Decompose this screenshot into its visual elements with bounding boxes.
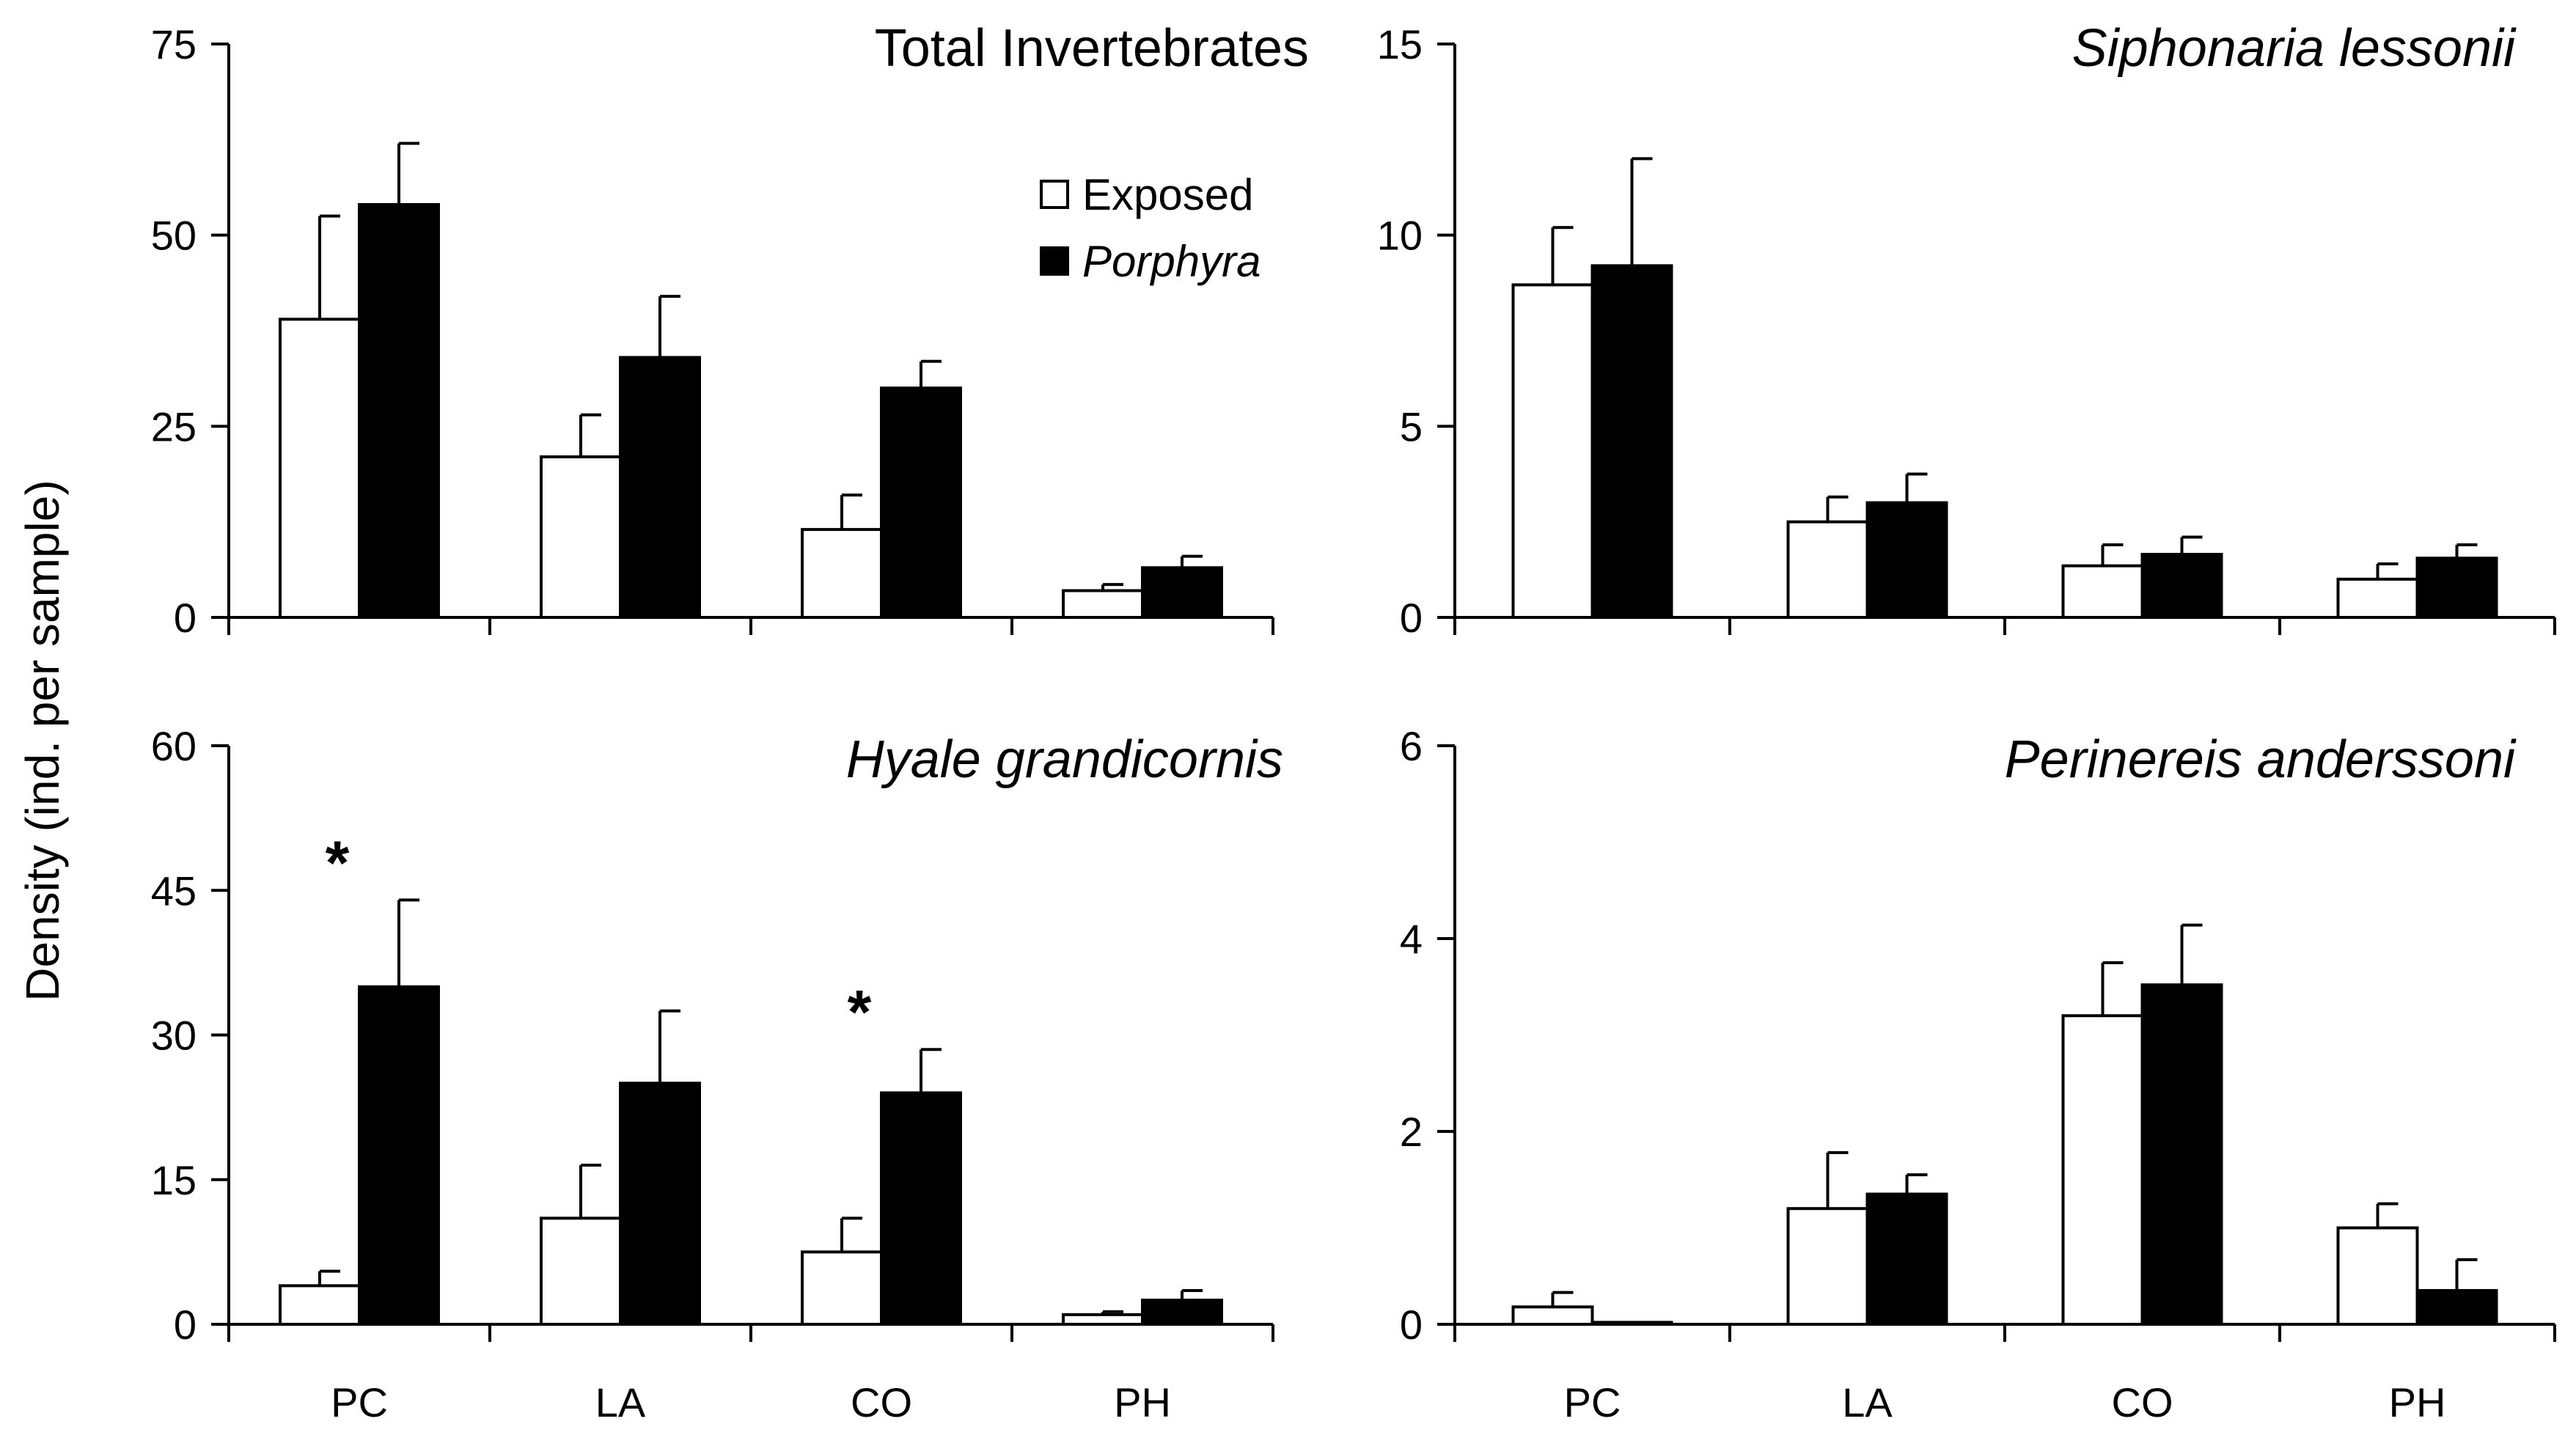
bar-exposed-la — [540, 1216, 622, 1326]
legend: Exposed Porphyra — [1040, 170, 1261, 286]
bar-exposed-ph — [2336, 577, 2419, 619]
chart-title: Hyale grandicornis — [846, 730, 1283, 789]
bar-porphyra-la — [1865, 501, 1948, 619]
x-tick-label-la: LA — [1842, 1379, 1893, 1425]
x-tick-label-co: CO — [851, 1379, 912, 1425]
bar-exposed-co — [801, 528, 883, 619]
bar-porphyra-pc — [358, 985, 440, 1326]
chart-title: Perinereis anderssoni — [2005, 730, 2517, 789]
y-axis-label: Density (ind. per sample) — [16, 480, 69, 1001]
x-tick-label-pc: PC — [331, 1379, 388, 1425]
bar-porphyra-la — [1865, 1192, 1948, 1326]
x-tick-label-pc: PC — [1564, 1379, 1621, 1425]
y-tick-label: 2 — [1400, 1109, 1423, 1155]
panel-siphonaria-lessonii: 0 5 10 15 Siphonaria lessonii — [1377, 19, 2556, 641]
bar-exposed-la — [1786, 1207, 1869, 1326]
chart-title: Total Invertebrates — [875, 19, 1309, 78]
y-tick-label: 6 — [1400, 723, 1423, 769]
bar-exposed-ph — [2336, 1226, 2419, 1326]
y-tick-label: 15 — [151, 1157, 197, 1203]
y-tick-label: 50 — [151, 213, 197, 259]
legend-label-exposed: Exposed — [1082, 170, 1254, 219]
y-tick-label: 0 — [1400, 1302, 1423, 1348]
bar-porphyra-co — [2140, 983, 2223, 1326]
bar-exposed-co — [2061, 1014, 2144, 1326]
bar-exposed-pc — [279, 1284, 361, 1326]
bar-exposed-la — [540, 455, 622, 619]
bar-exposed-la — [1786, 520, 1869, 620]
y-tick-label: 4 — [1400, 916, 1423, 962]
bar-porphyra-pc — [358, 202, 440, 619]
bar-exposed-pc — [1511, 1305, 1594, 1326]
bar-porphyra-ph — [2415, 1288, 2498, 1326]
y-tick-label: 45 — [151, 867, 197, 914]
legend-swatch-porphyra — [1040, 246, 1069, 276]
chart-title: Siphonaria lessonii — [2072, 19, 2517, 78]
bar-porphyra-co — [2140, 552, 2223, 619]
y-tick-label: 0 — [1400, 595, 1423, 641]
x-tick-label-ph: PH — [1114, 1379, 1171, 1425]
bar-porphyra-ph — [2415, 557, 2498, 620]
bar-exposed-ph — [1062, 1313, 1144, 1326]
bar-porphyra-ph — [1141, 566, 1223, 620]
y-tick-label: 5 — [1400, 403, 1423, 449]
y-tick-label: 10 — [1377, 213, 1423, 259]
bar-porphyra-pc — [1590, 264, 1673, 619]
panel-total-invertebrates: 0 25 50 75 Total Invertebrates — [151, 19, 1309, 641]
bar-exposed-pc — [1511, 283, 1594, 619]
y-tick-label: 30 — [151, 1013, 197, 1059]
y-tick-label: 0 — [174, 595, 197, 641]
x-tick-label-la: LA — [595, 1379, 646, 1425]
y-tick-label: 0 — [174, 1302, 197, 1348]
panel-hyale-grandicornis: 0 15 30 45 60 PC LA CO PH * * Hyale grandicornis — [151, 723, 1283, 1425]
bar-porphyra-co — [880, 1091, 962, 1326]
significance-marker-pc: * — [326, 828, 350, 897]
y-tick-label: 75 — [151, 21, 197, 67]
significance-marker-co: * — [848, 977, 872, 1046]
bar-porphyra-ph — [1141, 1299, 1223, 1326]
bar-porphyra-pc — [1590, 1321, 1673, 1326]
bar-exposed-pc — [279, 318, 361, 619]
y-tick-label: 15 — [1377, 21, 1423, 67]
bar-porphyra-la — [619, 1082, 701, 1326]
y-tick-label: 25 — [151, 403, 197, 449]
bar-porphyra-la — [619, 356, 701, 619]
x-tick-label-co: CO — [2112, 1379, 2173, 1425]
x-tick-label-ph: PH — [2389, 1379, 2446, 1425]
legend-label-porphyra: Porphyra — [1082, 237, 1261, 286]
bar-porphyra-co — [880, 386, 962, 619]
legend-swatch-exposed — [1040, 180, 1069, 209]
panel-perinereis-anderssoni: 0 2 4 6 PC LA CO PH Perinereis anderssoni — [1400, 723, 2556, 1425]
bar-exposed-ph — [1062, 589, 1144, 619]
y-tick-label: 60 — [151, 723, 197, 769]
bar-exposed-co — [801, 1250, 883, 1326]
bar-exposed-co — [2061, 564, 2144, 619]
